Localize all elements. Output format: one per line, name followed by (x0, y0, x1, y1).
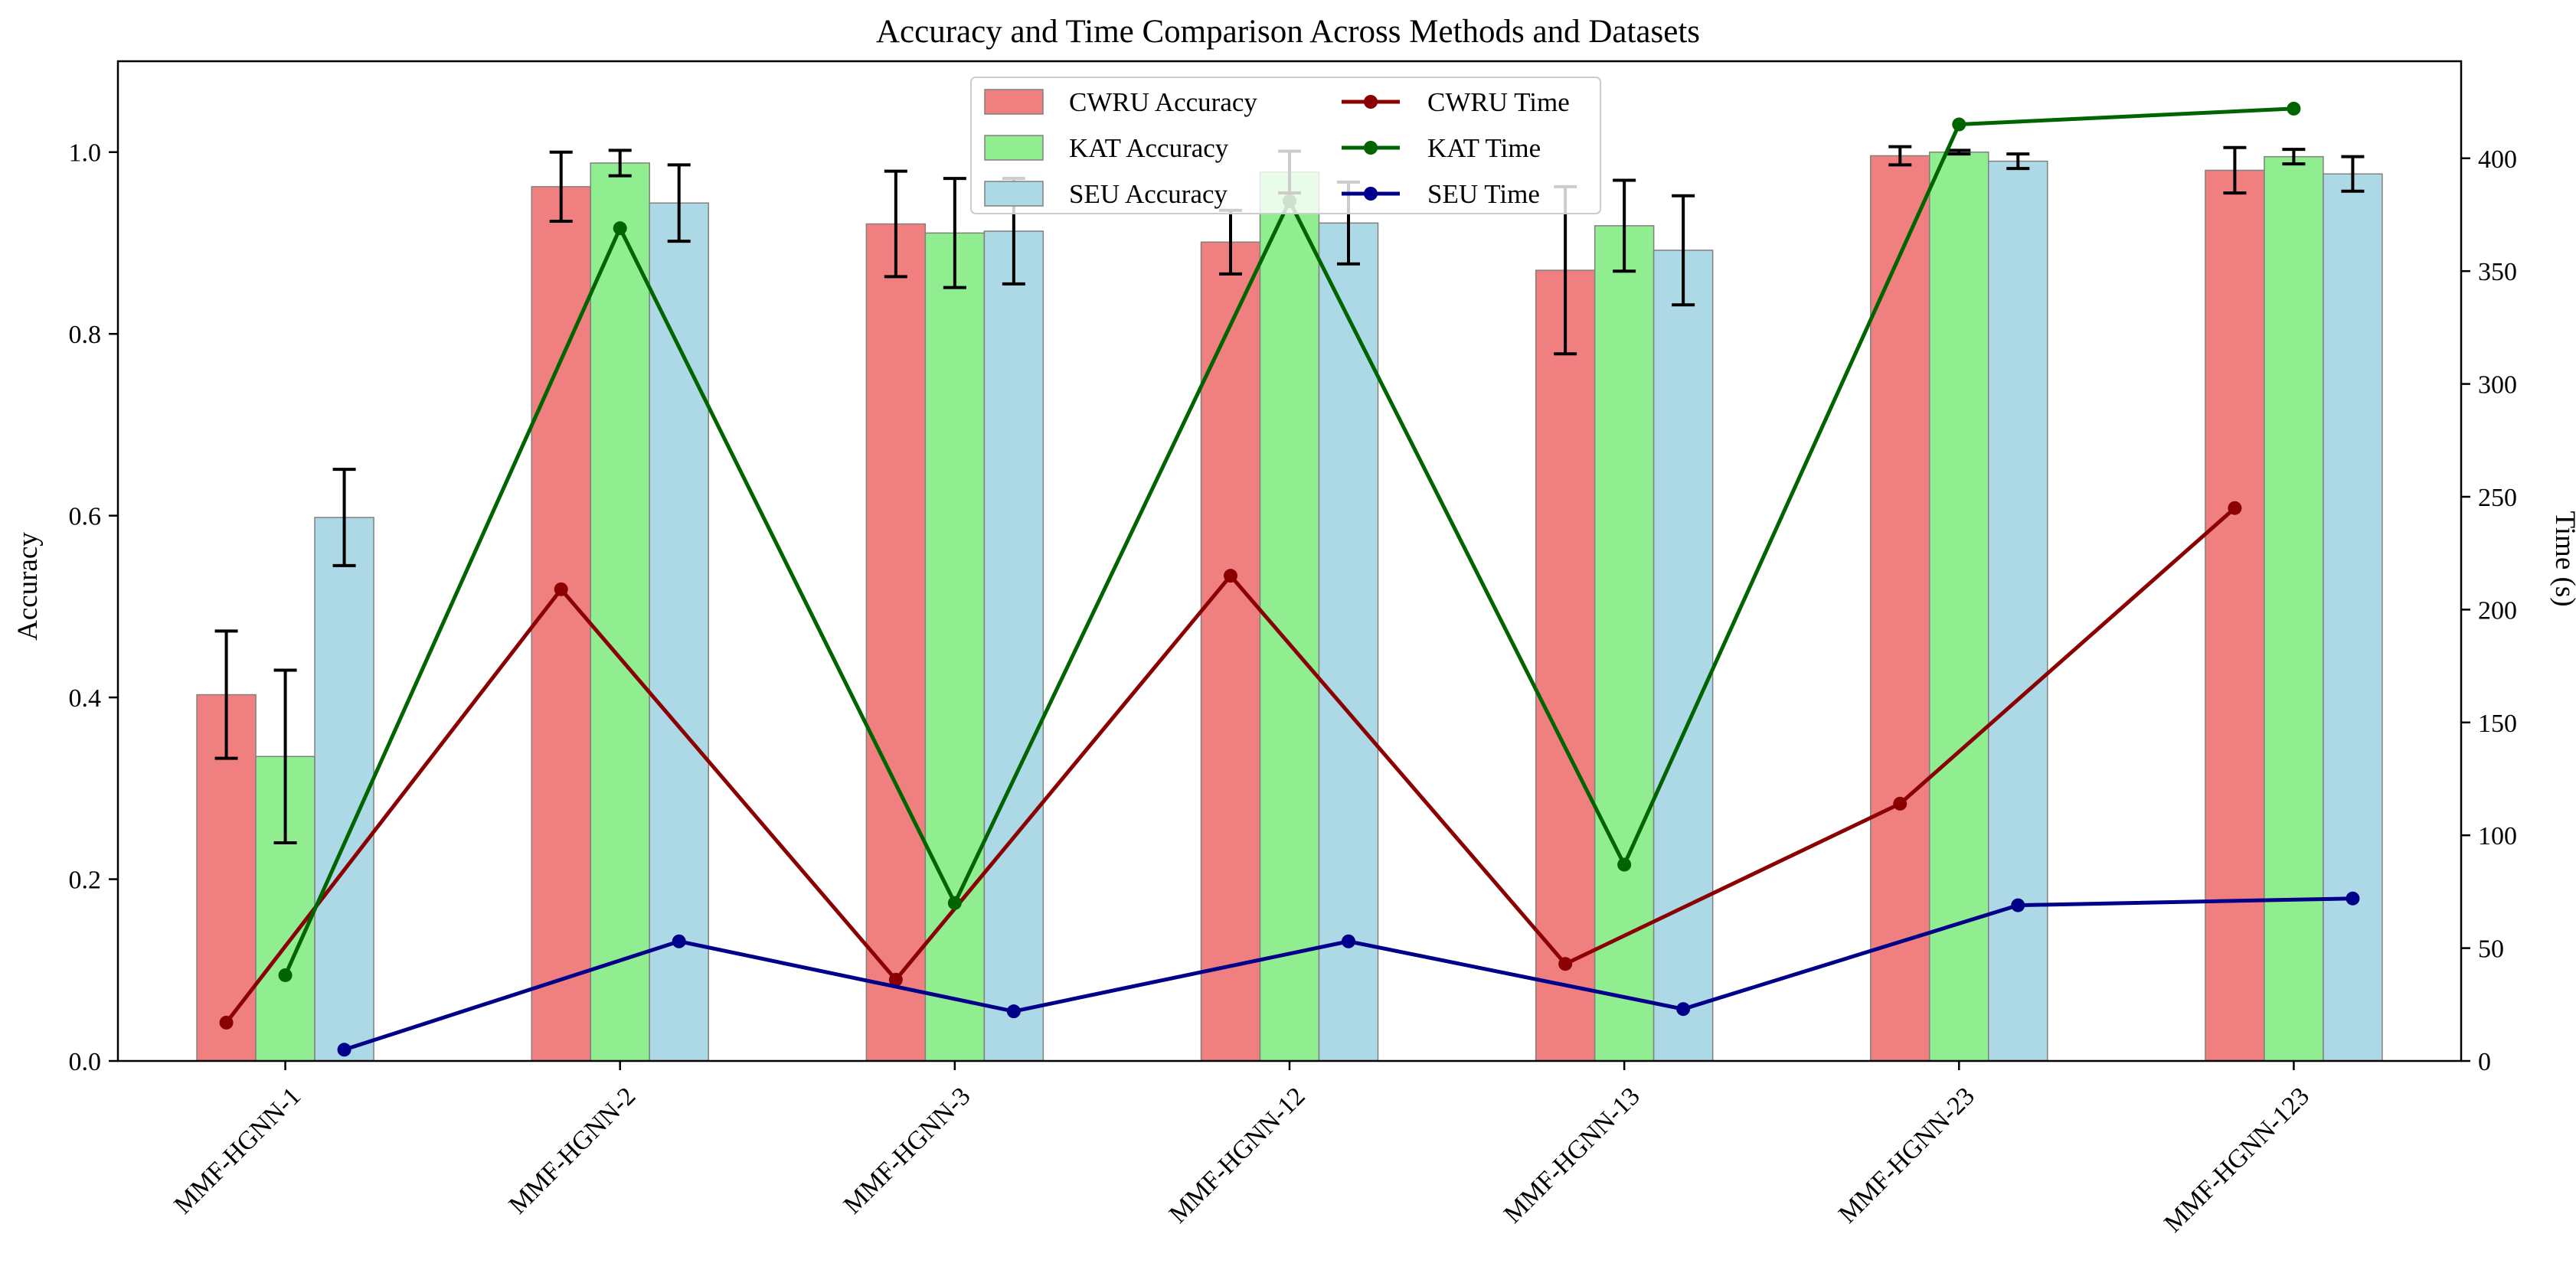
time-point-1-2 (554, 582, 568, 596)
bar-1-2 (531, 186, 591, 1062)
time-point-1-4 (1224, 569, 1237, 583)
time-point-2-6 (1952, 117, 1966, 132)
legend-marker-2 (1364, 141, 1378, 155)
y2-tick-label-8: 350 (2478, 258, 2517, 286)
bar-2-2 (590, 162, 650, 1062)
time-point-3-5 (1676, 1002, 1691, 1017)
legend-swatch-1 (984, 89, 1044, 115)
bar-2-3 (924, 232, 986, 1062)
y2-tick-label-2: 50 (2478, 935, 2504, 964)
errorbars-layer (214, 145, 2365, 845)
time-point-3-7 (2346, 891, 2360, 906)
time-point-2-3 (947, 896, 962, 910)
x-tick-label-1: MMF-HGNN-1 (168, 1082, 306, 1219)
x-tick-label-7: MMF-HGNN-123 (2159, 1082, 2315, 1238)
bar-1-3 (865, 223, 927, 1062)
legend-label-3: SEU Accuracy (1069, 179, 1228, 209)
y2-tick-label-9: 400 (2478, 145, 2517, 174)
legend: CWRU Accuracy KAT Accuracy SEU Accuracy CWR… (970, 77, 1601, 214)
bar-3-3 (983, 230, 1044, 1062)
bar-3-2 (649, 202, 709, 1062)
time-point-1-6 (1893, 796, 1907, 811)
legend-marker-3 (1364, 187, 1378, 201)
bar-3-1 (314, 517, 374, 1062)
bar-1-7 (2205, 169, 2265, 1062)
time-point-2-5 (1617, 857, 1632, 872)
y-tick-label-2: 0.2 (69, 867, 102, 895)
y2-tick-label-3: 100 (2478, 822, 2517, 850)
y2-tick-label-6: 250 (2478, 484, 2517, 512)
bar-2-4 (1259, 171, 1320, 1062)
time-point-2-2 (613, 221, 627, 236)
legend-swatch-3 (984, 181, 1044, 207)
y-tick-label-4: 0.6 (69, 503, 102, 531)
time-point-2-7 (2287, 101, 2301, 116)
bar-3-5 (1652, 250, 1714, 1062)
x-tick-label-4: MMF-HGNN-12 (1164, 1082, 1311, 1229)
y-tick-label-1: 0.0 (69, 1048, 102, 1076)
time-point-2-1 (278, 968, 293, 982)
y2-tick-label-7: 300 (2478, 371, 2517, 400)
legend-line-label-3: SEU Time (1427, 179, 1540, 209)
time-point-3-6 (2011, 898, 2025, 912)
bar-3-4 (1318, 222, 1379, 1062)
time-point-1-5 (1558, 957, 1573, 971)
time-point-1-1 (219, 1015, 234, 1030)
legend-line-label-1: CWRU Time (1427, 87, 1570, 117)
chart-title: Accuracy and Time Comparison Across Meth… (876, 14, 1700, 50)
x-tick-label-5: MMF-HGNN-13 (1499, 1082, 1646, 1229)
time-point-3-1 (337, 1043, 351, 1057)
time-point-3-2 (672, 934, 686, 948)
time-point-3-3 (1006, 1004, 1021, 1019)
y-tick-label-3: 0.4 (69, 684, 102, 713)
legend-label-1: CWRU Accuracy (1069, 87, 1257, 117)
x-tick-label-3: MMF-HGNN-3 (839, 1082, 976, 1219)
time-point-3-4 (1342, 934, 1355, 948)
bars-layer (196, 151, 2383, 1062)
legend-marker-1 (1364, 95, 1378, 109)
legend-label-2: KAT Accuracy (1069, 133, 1229, 163)
bar-3-6 (1988, 160, 2048, 1062)
y-tick-label-5: 0.8 (69, 321, 102, 349)
y-tick-label-6: 1.0 (69, 139, 102, 168)
legend-line-label-2: KAT Time (1427, 133, 1541, 163)
y-axis-label: Accuracy (12, 532, 44, 641)
bar-1-5 (1535, 269, 1596, 1062)
y2-axis-label: Time (s) (2549, 511, 2576, 606)
x-tick-label-2: MMF-HGNN-2 (504, 1082, 642, 1219)
x-tick-label-6: MMF-HGNN-23 (1833, 1082, 1980, 1229)
legend-box (970, 77, 1601, 214)
bar-1-6 (1870, 155, 1930, 1062)
y2-tick-label-1: 0 (2478, 1048, 2491, 1076)
legend-swatch-2 (984, 135, 1044, 161)
y2-tick-label-5: 200 (2478, 596, 2517, 625)
bar-2-5 (1594, 225, 1655, 1062)
bar-2-7 (2264, 155, 2324, 1062)
time-point-1-3 (888, 972, 903, 987)
y2-tick-label-4: 150 (2478, 710, 2517, 738)
time-point-1-7 (2228, 501, 2242, 515)
bar-3-7 (2323, 173, 2383, 1062)
